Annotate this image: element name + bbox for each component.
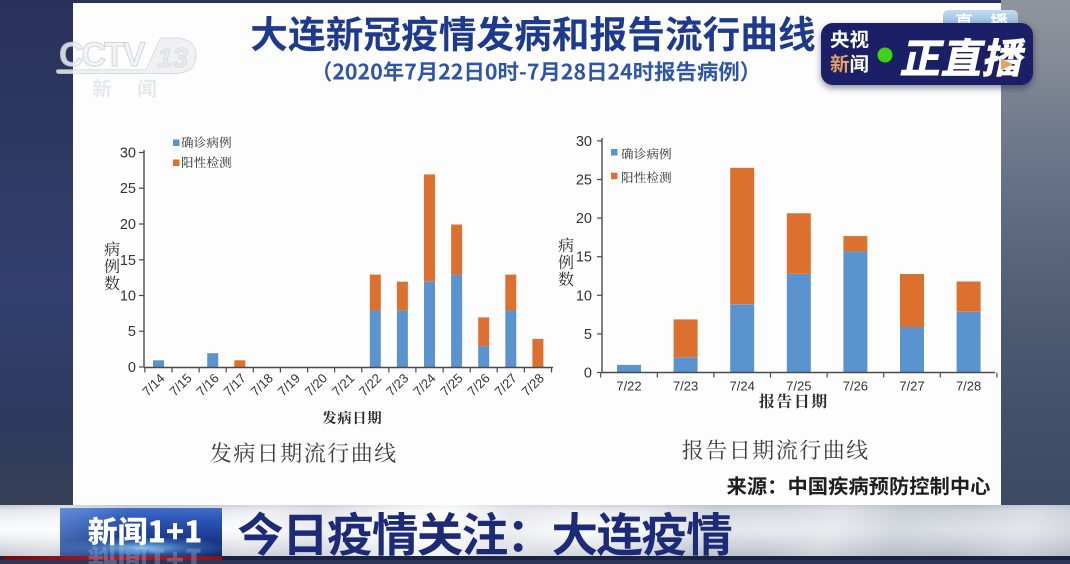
svg-text:20: 20: [576, 211, 592, 227]
svg-text:7/17: 7/17: [220, 371, 249, 400]
svg-text:25: 25: [576, 173, 592, 189]
svg-text:30: 30: [576, 134, 592, 150]
svg-text:5: 5: [128, 324, 136, 340]
svg-text:7/15: 7/15: [166, 371, 195, 400]
svg-text:7/18: 7/18: [248, 371, 277, 400]
svg-text:13: 13: [157, 42, 189, 73]
svg-text:25: 25: [120, 181, 136, 197]
svg-text:15: 15: [576, 250, 592, 266]
svg-text:7/26: 7/26: [843, 379, 868, 394]
svg-text:7/24: 7/24: [730, 379, 755, 394]
svg-text:7/24: 7/24: [410, 371, 439, 400]
svg-text:7/14: 7/14: [139, 371, 168, 400]
svg-text:0: 0: [128, 360, 136, 376]
svg-text:7/23: 7/23: [673, 379, 698, 394]
svg-text:0: 0: [584, 366, 592, 382]
svg-text:7/20: 7/20: [302, 371, 331, 400]
svg-text:CCTV: CCTV: [59, 36, 146, 74]
svg-text:7/21: 7/21: [329, 371, 358, 400]
svg-text:7/28: 7/28: [519, 371, 548, 400]
svg-text:7/23: 7/23: [383, 371, 412, 400]
svg-text:7/26: 7/26: [464, 371, 493, 400]
svg-text:30: 30: [120, 146, 136, 162]
svg-text:5: 5: [584, 327, 592, 343]
svg-text:20: 20: [120, 217, 136, 233]
svg-text:7/28: 7/28: [956, 379, 981, 394]
svg-text:15: 15: [120, 253, 136, 269]
svg-text:7/25: 7/25: [786, 379, 811, 394]
svg-text:7/27: 7/27: [491, 371, 520, 400]
svg-text:10: 10: [120, 289, 136, 305]
svg-text:7/22: 7/22: [616, 379, 641, 394]
svg-text:7/19: 7/19: [275, 371, 304, 400]
svg-text:7/22: 7/22: [356, 371, 385, 400]
svg-text:10: 10: [576, 288, 592, 304]
svg-text:7/16: 7/16: [193, 371, 222, 400]
svg-text:7/25: 7/25: [437, 371, 466, 400]
svg-text:7/27: 7/27: [899, 379, 924, 394]
